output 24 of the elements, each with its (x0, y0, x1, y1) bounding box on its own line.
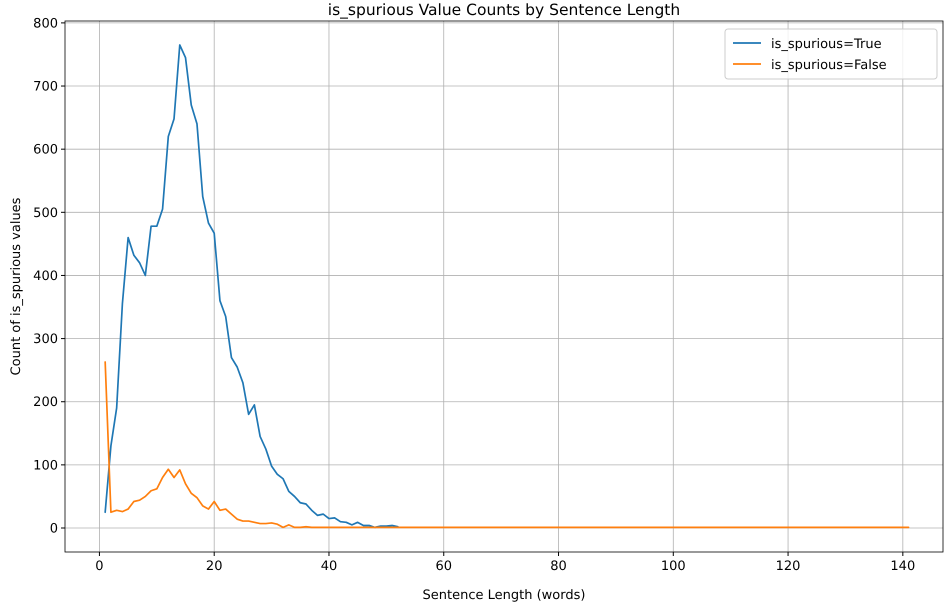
y-tick-label: 0 (50, 522, 58, 537)
chart-title: is_spurious Value Counts by Sentence Length (328, 1, 680, 19)
legend-label: is_spurious=True (771, 37, 882, 52)
x-tick-label: 0 (95, 559, 104, 574)
y-tick-label: 200 (33, 395, 58, 410)
x-tick-label: 100 (660, 559, 686, 574)
y-tick-label: 800 (33, 16, 58, 32)
x-tick-label: 60 (435, 559, 452, 574)
legend-label: is_spurious=False (771, 58, 887, 73)
y-tick-label: 700 (33, 80, 58, 95)
x-tick-label: 20 (206, 559, 222, 574)
y-tick-label: 600 (33, 142, 58, 158)
x-tick-label: 140 (890, 559, 916, 574)
x-tick-label: 80 (550, 559, 567, 574)
x-tick-label: 120 (776, 559, 800, 574)
y-tick-label: 400 (33, 268, 58, 284)
x-tick-label: 40 (320, 559, 338, 574)
y-axis-title: Count of is_spurious values (9, 197, 24, 376)
y-tick-label: 100 (33, 458, 58, 474)
line-series (104, 361, 910, 528)
line-series (104, 44, 399, 528)
y-tick-label: 500 (33, 206, 58, 221)
x-axis-title: Sentence Length (words) (422, 588, 586, 603)
y-tick-label: 300 (33, 332, 58, 348)
